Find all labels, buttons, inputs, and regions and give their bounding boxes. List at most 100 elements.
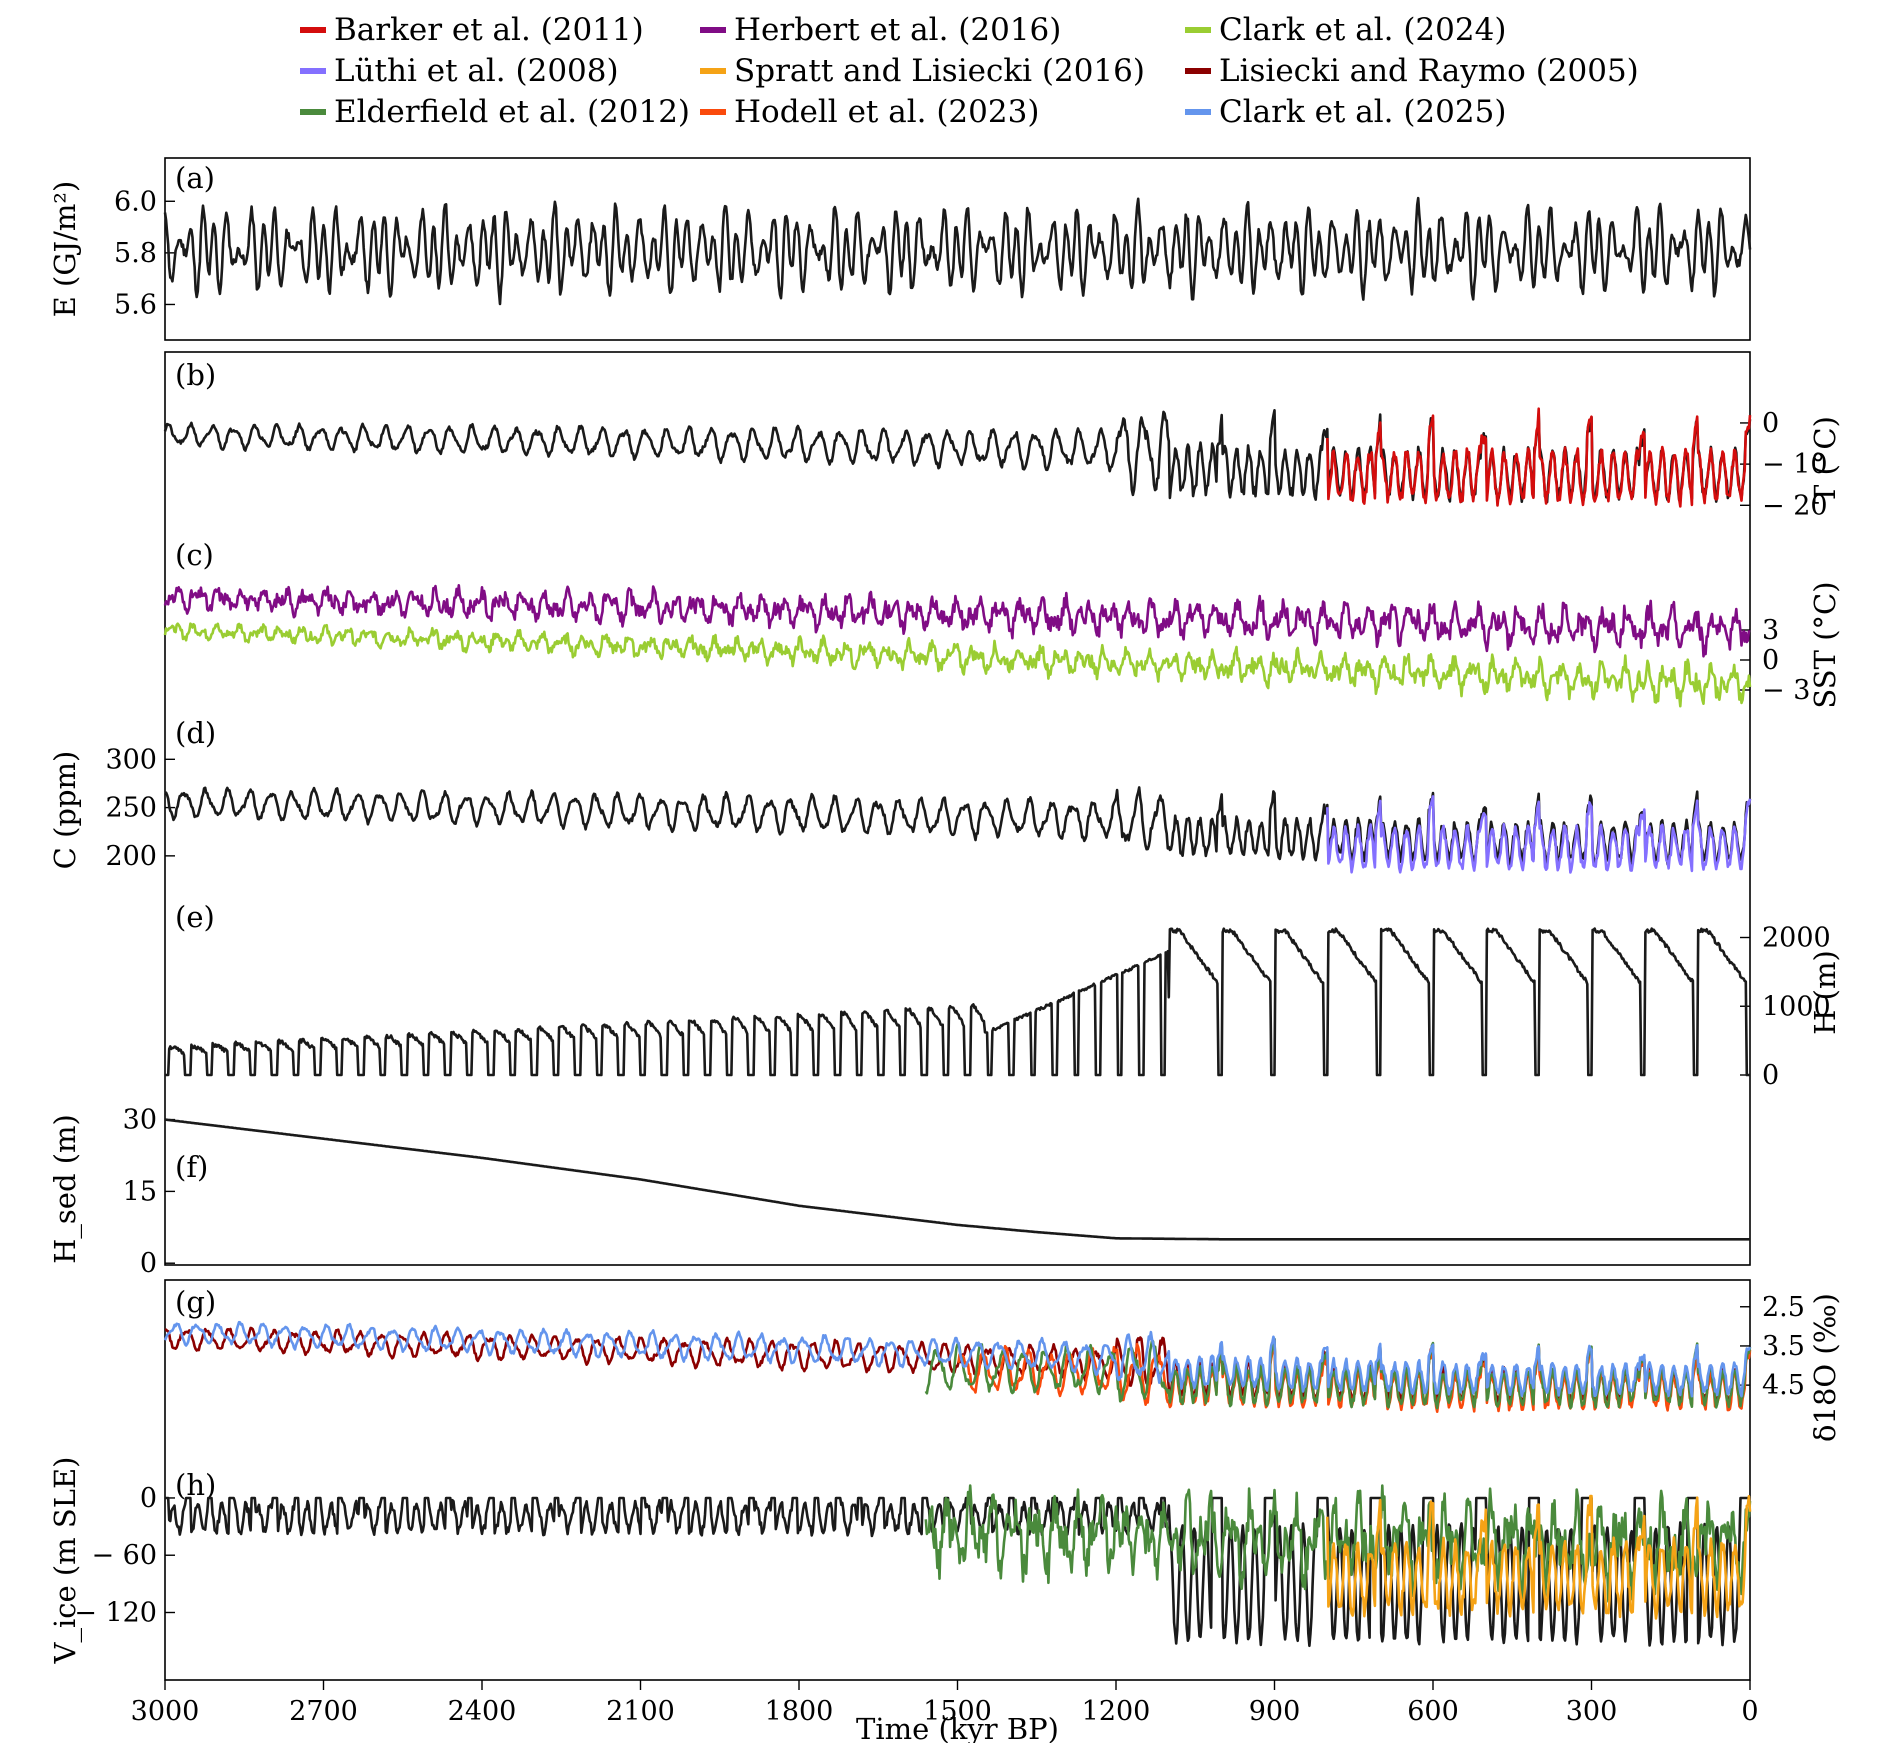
series-line (163, 1320, 1752, 1398)
series-line (163, 622, 1752, 708)
series-line (1326, 1494, 1752, 1620)
ytick-label: 0 (1762, 1060, 1779, 1091)
ytick-label: 15 (123, 1176, 157, 1207)
legend-label: Hodell et al. (2023) (734, 94, 1040, 130)
y-axis-title: δ18O (‰) (1808, 1293, 1842, 1442)
panel-h: 0 − 60 − 120 (h) V_ice (m SLE) (48, 1457, 1752, 1665)
y-axis-title: C (ppm) (48, 751, 82, 870)
y-axis-title: V_ice (m SLE) (48, 1457, 83, 1665)
legend-label: Lisiecki and Raymo (2005) (1219, 53, 1639, 89)
panel-bcde-frame (164, 351, 1751, 1266)
ytick-label: 3 (1762, 615, 1779, 646)
panel-letter: (d) (175, 716, 216, 750)
panel-b: 0 − 10 − 20 (b) T (°C) (163, 358, 1842, 521)
panel-letter: (a) (175, 161, 215, 195)
y-axis-title: H (m) (1808, 950, 1842, 1035)
legend-item: Barker et al. (2011) (300, 10, 644, 50)
legend-label: Barker et al. (2011) (334, 12, 644, 48)
ytick-label: − 10 (1762, 449, 1828, 480)
panel-a: 5.6 5.8 6.0 (a) E (GJ/m²) (48, 161, 1752, 320)
xtick-label: 300 (1566, 1696, 1618, 1727)
legend-swatch (700, 68, 726, 74)
xtick-label: 2100 (606, 1696, 675, 1727)
legend-label: Herbert et al. (2016) (734, 12, 1062, 48)
panel-letter: (f) (175, 1150, 208, 1184)
legend-label: Elderfield et al. (2012) (334, 94, 691, 130)
legend-swatch (1185, 109, 1211, 115)
y-axis-title: T (°C) (1808, 416, 1842, 504)
legend-item: Hodell et al. (2023) (700, 92, 1039, 132)
legend-swatch (300, 109, 326, 115)
xtick-label: 1200 (1082, 1696, 1151, 1727)
series-line (924, 1337, 1752, 1410)
xtick-label: 2400 (448, 1696, 517, 1727)
xtick-label: 1800 (765, 1696, 834, 1727)
legend-swatch (300, 27, 326, 33)
ytick-label: 5.8 (114, 238, 157, 269)
ytick-label: 300 (105, 744, 157, 775)
panel-letter: (e) (175, 900, 215, 934)
legend-label: Clark et al. (2024) (1219, 12, 1507, 48)
xtick-label: 1500 (923, 1696, 992, 1727)
x-axis-title: Time (kyr BP) (856, 1712, 1059, 1743)
legend-label: Spratt and Lisiecki (2016) (734, 53, 1145, 89)
ytick-label: − 120 (74, 1598, 157, 1629)
legend-item: Clark et al. (2025) (1185, 92, 1506, 132)
ytick-label: 0 (1762, 408, 1779, 439)
ytick-label: − 3 (1762, 675, 1810, 706)
panel-f: 0 15 30 (f) H_sed (m) (48, 1105, 1751, 1279)
ytick-label: 0 (140, 1483, 157, 1514)
series-line (164, 786, 1752, 867)
legend-swatch (700, 27, 726, 33)
legend-item: Clark et al. (2024) (1185, 10, 1506, 50)
ytick-label: 200 (105, 841, 157, 872)
legend-swatch (700, 109, 726, 115)
legend-swatch (300, 68, 326, 74)
ytick-label: 2000 (1762, 923, 1831, 954)
y-axis-title: H_sed (m) (48, 1114, 83, 1264)
xtick-label: 3000 (131, 1696, 200, 1727)
ytick-label: 0 (140, 1248, 157, 1279)
ytick-label: 0 (1762, 645, 1779, 676)
y-axis-title: SST (°C) (1808, 581, 1842, 708)
panel-d: 200 250 300 (d) C (ppm) (48, 716, 1752, 874)
legend-item: Herbert et al. (2016) (700, 10, 1061, 50)
legend-label: Clark et al. (2025) (1219, 94, 1507, 130)
legend: Barker et al. (2011) Lüthi et al. (2008) E… (300, 10, 1640, 140)
panel-letter: (g) (175, 1285, 216, 1319)
ytick-label: 1000 (1762, 991, 1831, 1022)
panel-letter: (c) (175, 538, 214, 572)
panel-letter: (b) (175, 358, 216, 392)
ytick-label: 4.5 (1762, 1370, 1805, 1401)
xtick-label: 2700 (289, 1696, 358, 1727)
ytick-label: − 20 (1762, 490, 1828, 521)
ytick-label: 3.5 (1762, 1331, 1805, 1362)
series-line (163, 584, 1751, 658)
series-line (164, 927, 1751, 1077)
ytick-label: 250 (105, 793, 157, 824)
xtick-label: 600 (1407, 1696, 1459, 1727)
legend-swatch (1185, 68, 1211, 74)
legend-swatch (1185, 27, 1211, 33)
legend-item: Elderfield et al. (2012) (300, 92, 690, 132)
legend-label: Lüthi et al. (2008) (334, 53, 619, 89)
ytick-label: 6.0 (114, 186, 157, 217)
series-line (1326, 795, 1752, 874)
legend-item: Lisiecki and Raymo (2005) (1185, 51, 1639, 91)
legend-item: Lüthi et al. (2008) (300, 51, 619, 91)
panel-e: 0 1000 2000 (e) H (m) (164, 900, 1842, 1091)
xtick-label: 0 (1741, 1696, 1758, 1727)
ytick-label: 30 (123, 1105, 157, 1136)
panel-g: 2.5 3.5 4.5 (g) δ18O (‰) (163, 1285, 1842, 1442)
ytick-label: − 60 (91, 1540, 157, 1571)
panel-c: 30− 3 (c) SST (°C) (163, 538, 1842, 709)
x-axis: 3000 2700 2400 2100 1800 1500 1200 900 600 300 0Ti… (131, 1680, 1759, 1743)
ytick-label: 2.5 (1762, 1292, 1805, 1323)
panel-letter: (h) (175, 1468, 216, 1502)
xtick-label: 900 (1249, 1696, 1301, 1727)
series-line (164, 1118, 1751, 1241)
y-axis-title: E (GJ/m²) (48, 181, 82, 318)
series-line (1326, 407, 1752, 508)
series-line (163, 196, 1752, 306)
